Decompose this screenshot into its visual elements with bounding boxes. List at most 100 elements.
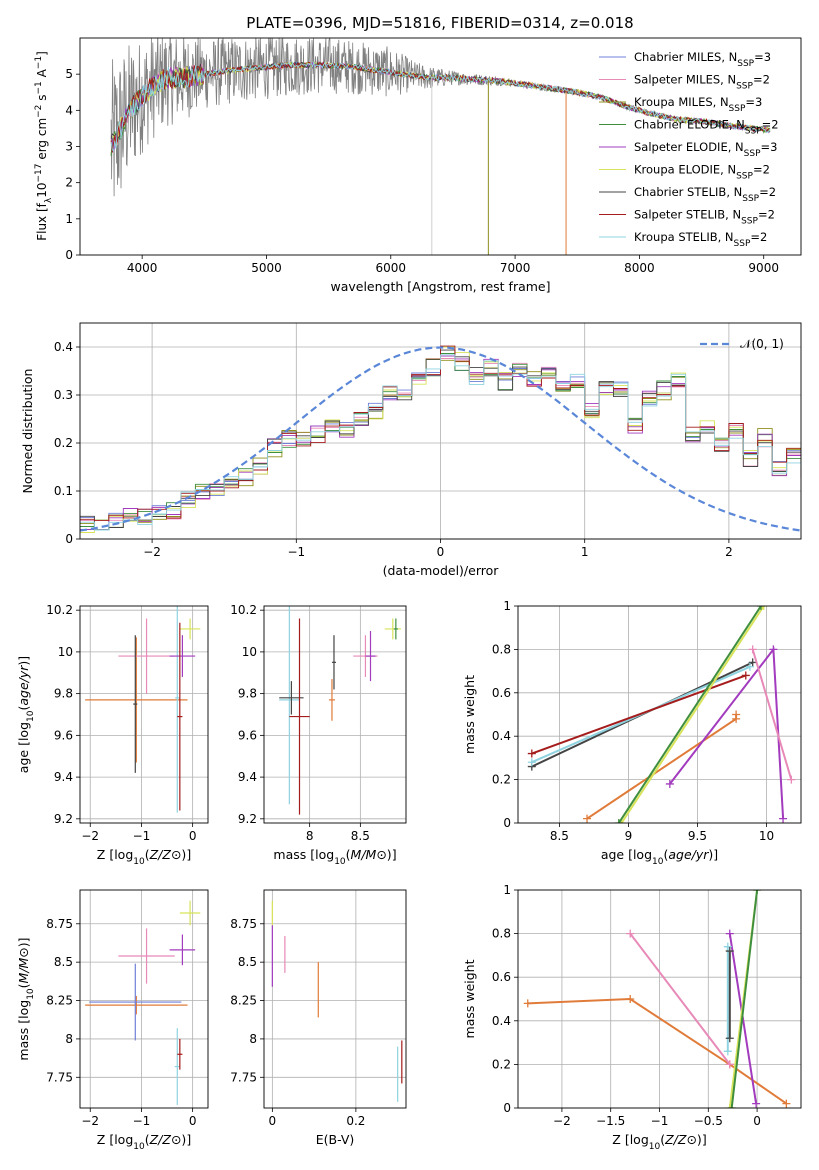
data-point — [365, 631, 376, 682]
data-point — [169, 635, 196, 677]
x-axis-label: age [log10(age/yr)] — [601, 847, 718, 867]
y-tick-label: 0 — [65, 532, 73, 546]
data-point — [175, 606, 180, 813]
x-tick-label: −1 — [287, 545, 305, 559]
y-tick-label: 1 — [503, 883, 511, 897]
label-part: −1 — [34, 56, 44, 69]
label-part: 10 — [26, 710, 36, 722]
label-part: 10 — [334, 857, 346, 867]
label-part: ) — [697, 1132, 702, 1147]
label-part: Z [ — [97, 1132, 114, 1147]
x-tick-label: 2 — [725, 545, 733, 559]
label-part: SSP — [737, 59, 754, 69]
label-part: age [ — [601, 847, 633, 862]
x-tick-label: 0 — [269, 1114, 277, 1128]
label-part: 10 — [649, 1142, 661, 1152]
label-part: M/M⊙ — [16, 947, 31, 983]
label-part: 10 — [35, 183, 49, 198]
y-tick-label: 2 — [65, 176, 73, 190]
y-tick-label: 1 — [65, 212, 73, 226]
x-tick-label: 1 — [581, 545, 589, 559]
y-tick-label: 10.2 — [230, 603, 257, 617]
x-tick-label: 5000 — [251, 261, 282, 275]
histogram-step — [80, 354, 801, 531]
label-part: Z [ — [612, 1132, 629, 1147]
label-part: mass weight — [462, 675, 477, 754]
series-marker — [527, 749, 536, 758]
series-line — [751, 649, 793, 780]
label-part: Z/Z⊙ — [664, 1132, 697, 1147]
label-part: ] — [16, 937, 31, 942]
label-part: =2 — [762, 118, 779, 132]
legend-label: Salpeter STELIB, NSSP=2 — [634, 208, 775, 227]
x-tick-label: 7000 — [500, 261, 531, 275]
label-part: ) — [181, 1132, 186, 1147]
x-axis-label: E(B-V) — [316, 1132, 355, 1147]
legend-label: Kroupa MILES, NSSP=3 — [634, 95, 762, 114]
label-part: Salpeter MILES, N — [634, 73, 736, 87]
series-marker — [723, 1047, 732, 1056]
panel-mass-vs-EBV: 0 0.2 7.75 8 8.25 8.5 8.75 E(B-V) — [230, 889, 407, 1147]
y-tick-label: 9.8 — [54, 687, 73, 701]
label-part: erg cm — [35, 118, 49, 164]
y-tick-label: 0.4 — [492, 1014, 511, 1028]
label-part: log — [114, 1132, 133, 1147]
label-part: log — [630, 1132, 649, 1147]
y-tick-label: 0.1 — [54, 484, 73, 498]
label-part: ( — [16, 983, 31, 988]
x-tick-label: 8.5 — [550, 829, 569, 843]
figure-title: PLATE=0396, MJD=51816, FIBERID=0314, z=0… — [246, 14, 633, 32]
data-point — [169, 934, 196, 966]
label-part: age [ — [16, 741, 31, 773]
label-part: ] — [186, 847, 191, 862]
series-marker — [527, 758, 536, 767]
x-axis-label: (data-model)/error — [383, 563, 500, 578]
y-tick-label: 8.5 — [238, 955, 257, 969]
series-marker — [665, 779, 674, 788]
data-point — [118, 618, 175, 694]
series-marker — [759, 606, 768, 610]
series-marker — [732, 710, 741, 719]
label-part: mass [ — [16, 1019, 31, 1061]
x-tick-label: 9.5 — [688, 829, 707, 843]
label-part: ] — [713, 847, 718, 862]
label-part: Chabrier ELODIE, N — [634, 118, 745, 132]
model-line — [110, 60, 771, 153]
label-part: A — [35, 68, 49, 81]
label-part: ) — [181, 847, 186, 862]
y-tick-label: 0.2 — [492, 773, 511, 787]
panel-massweight-vs-Z: −2 −1.5 −1 −0.5 0 0 0.2 0.4 0.6 0.8 1 Z [log10(Z/Z⊙… — [462, 883, 802, 1152]
x-tick-label: 0 — [189, 829, 197, 843]
label-part: 10 — [652, 857, 664, 867]
axes-frame — [79, 889, 209, 1109]
label-part: Kroupa ELODIE, N — [634, 163, 736, 177]
x-axis-label: wavelength [Angstrom, rest frame] — [330, 279, 550, 294]
y-tick-label: 10.2 — [46, 603, 73, 617]
label-part: =2 — [753, 73, 770, 87]
y-tick-label: 9.4 — [238, 770, 257, 784]
y-tick-label: 1 — [503, 599, 511, 613]
x-tick-label: 4000 — [127, 261, 158, 275]
axes-frame — [263, 889, 407, 1109]
data-point — [85, 995, 188, 1015]
model-line — [110, 61, 771, 153]
series-marker — [523, 999, 532, 1008]
x-axis-label: Z [log10(Z/Z⊙)] — [97, 1132, 191, 1152]
label-part: s — [35, 95, 49, 105]
plot-area — [110, 38, 771, 255]
label-part: ) — [387, 847, 392, 862]
axes-frame — [79, 605, 209, 824]
label-part: 10 — [133, 857, 145, 867]
y-tick-label: 8 — [65, 1032, 73, 1046]
x-axis-label: Z [log10(Z/Z⊙)] — [612, 1132, 706, 1152]
label-part: log — [114, 847, 133, 862]
series-line — [730, 890, 759, 1108]
series-line — [617, 606, 762, 823]
normal-curve — [80, 346, 801, 532]
label-part: Kroupa MILES, N — [634, 95, 729, 109]
label-part: −17 — [34, 164, 44, 183]
